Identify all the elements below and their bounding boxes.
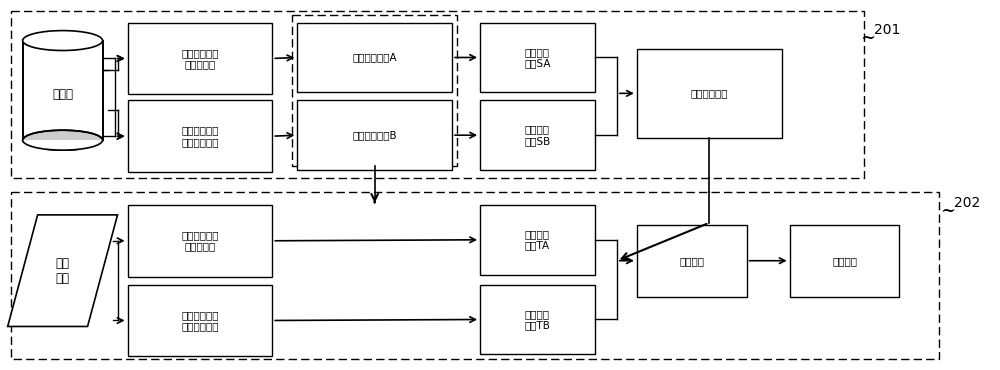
Bar bbox=[790, 225, 899, 297]
Text: 得分融合策略: 得分融合策略 bbox=[690, 88, 728, 98]
Bar bbox=[11, 11, 864, 178]
Text: 201: 201 bbox=[874, 23, 901, 37]
Text: 基于关键点变
化的人脸特征: 基于关键点变 化的人脸特征 bbox=[181, 310, 219, 331]
Text: 活体检测模型A: 活体检测模型A bbox=[352, 53, 397, 63]
Bar bbox=[480, 285, 595, 354]
Bar bbox=[128, 205, 272, 277]
Bar bbox=[292, 15, 457, 166]
Bar bbox=[23, 41, 103, 140]
Text: 活体判别: 活体判别 bbox=[832, 256, 857, 266]
Text: ~: ~ bbox=[940, 202, 955, 220]
Bar bbox=[637, 48, 782, 138]
Text: 活体检测模型B: 活体检测模型B bbox=[352, 130, 397, 140]
Bar bbox=[480, 100, 595, 170]
Text: 基于镜面反射
的人脸特征: 基于镜面反射 的人脸特征 bbox=[181, 48, 219, 69]
Ellipse shape bbox=[23, 130, 103, 150]
Text: 用户
输入: 用户 输入 bbox=[56, 257, 70, 285]
Text: ~: ~ bbox=[860, 28, 875, 47]
Bar bbox=[480, 23, 595, 92]
Bar bbox=[23, 140, 103, 150]
Bar bbox=[637, 225, 747, 297]
Text: 基于镜面反射
的人脸特征: 基于镜面反射 的人脸特征 bbox=[181, 230, 219, 252]
Text: 训练集: 训练集 bbox=[52, 88, 73, 101]
Text: 基于关键点变
化的人脸特征: 基于关键点变 化的人脸特征 bbox=[181, 125, 219, 147]
Bar bbox=[480, 205, 595, 275]
Text: 活体检测
得分SA: 活体检测 得分SA bbox=[524, 47, 551, 68]
Bar bbox=[128, 100, 272, 172]
Bar bbox=[128, 285, 272, 356]
Text: 活体检测
得分TB: 活体检测 得分TB bbox=[525, 309, 550, 330]
Text: 得分融合: 得分融合 bbox=[679, 256, 704, 266]
Polygon shape bbox=[8, 215, 118, 326]
Ellipse shape bbox=[23, 31, 103, 51]
Bar bbox=[297, 23, 452, 92]
Bar bbox=[297, 100, 452, 170]
Bar bbox=[11, 192, 939, 359]
Text: 活体检测
得分TA: 活体检测 得分TA bbox=[525, 229, 550, 250]
Text: 活体检测
得分SB: 活体检测 得分SB bbox=[524, 124, 551, 146]
Bar bbox=[128, 23, 272, 94]
Text: 202: 202 bbox=[954, 196, 981, 210]
